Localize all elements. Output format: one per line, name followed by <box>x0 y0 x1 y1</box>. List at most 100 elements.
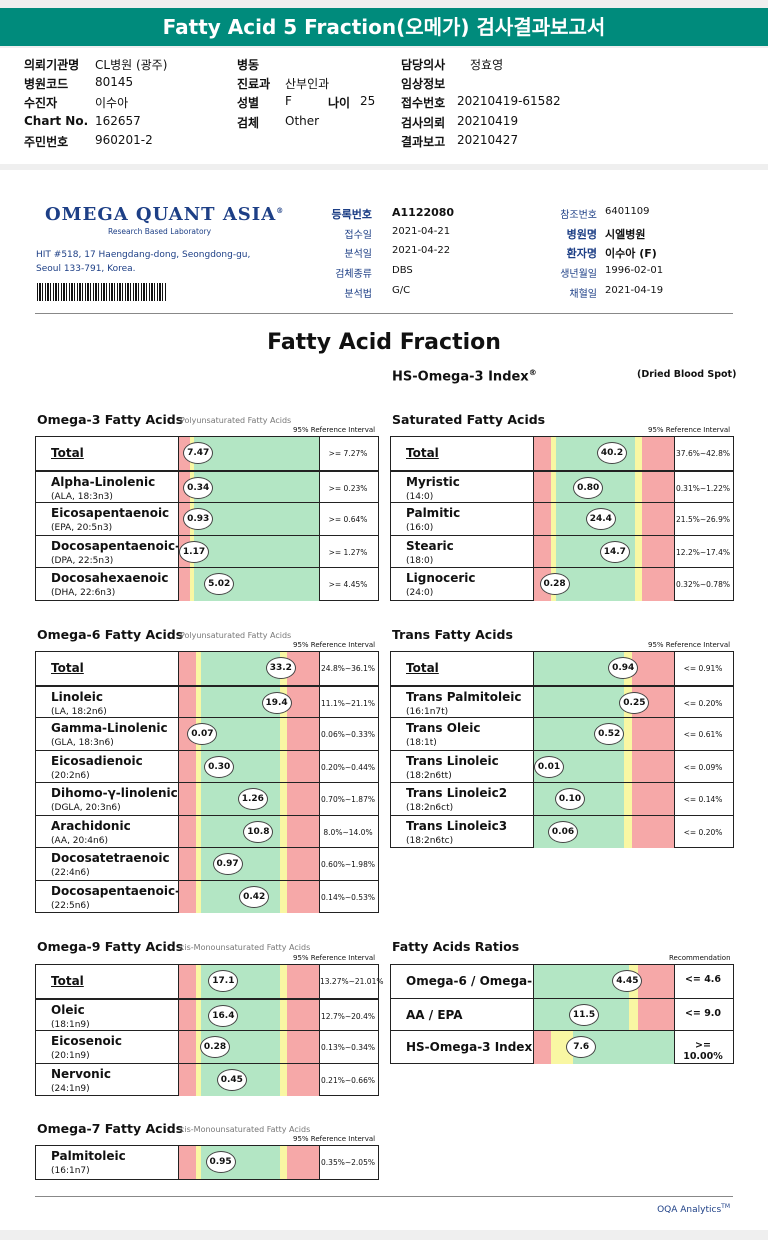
fatty-acid-table: Palmitoleic (16:1n7) 0.95 0.35%~2.05% <box>35 1145 379 1180</box>
reference-range: >= 4.45% <box>328 580 368 589</box>
reference-band-red <box>286 1031 303 1064</box>
divider <box>35 1196 733 1197</box>
acid-name: Myristic <box>406 474 460 489</box>
reference-range: 0.14%~0.53% <box>321 892 375 902</box>
reference-bar: 0.28 <box>533 568 675 601</box>
value-marker: 0.34 <box>183 476 214 499</box>
header-field-label: 등록번호 <box>331 208 372 221</box>
reference-bar: 14.7 <box>533 535 675 568</box>
reference-band-red <box>657 471 674 504</box>
info-label: 결과보고 <box>401 135 446 149</box>
reference-band-red <box>657 503 674 536</box>
report-page: OMEGA QUANT ASIA® Research Based Laborat… <box>0 170 768 1230</box>
reference-band-red <box>179 999 196 1032</box>
barcode <box>37 283 167 301</box>
value-marker: 7.47 <box>183 442 214 464</box>
header-field-label: 환자명 <box>566 247 597 260</box>
reference-band-green <box>194 503 319 536</box>
info-value: 20210419-61582 <box>457 94 561 108</box>
reference-band-yellow <box>279 999 287 1032</box>
table-row: Trans Linoleic (18:2n6tt) 0.01 <= 0.09% <box>391 749 733 783</box>
info-label: 검사의뢰 <box>401 116 446 130</box>
acid-name: Palmitoleic <box>51 1149 126 1163</box>
reference-band-red <box>534 535 551 568</box>
table-row: Trans Palmitoleic (16:1n7t) 0.25 <= 0.20% <box>391 684 733 719</box>
ratios-table: Omega-6 / Omega-3 4.45 <= 4.6 AA / EPA 11.5 <… <box>390 964 734 1064</box>
recommendation-value: <= 9.0 <box>684 1007 722 1019</box>
value-marker: 16.4 <box>208 1004 239 1027</box>
reference-band-red <box>286 783 303 816</box>
value-marker: 0.07 <box>187 723 218 745</box>
ratio-name: HS-Omega-3 Index <box>406 1040 533 1054</box>
table-row: Linoleic (LA, 18:2n6) 19.4 11.1%~21.1% <box>36 684 378 719</box>
reference-band-red <box>534 503 551 536</box>
reference-band-red <box>302 686 319 719</box>
reference-band-red <box>286 718 303 751</box>
value-marker: 0.42 <box>239 885 270 908</box>
reference-band-yellow <box>195 848 202 881</box>
reference-band-yellow <box>195 1063 202 1096</box>
reference-range: 13.27%~21.01% <box>320 977 384 986</box>
reference-band-red <box>657 437 674 470</box>
reference-bar: 10.8 <box>178 815 320 848</box>
fatty-acid-table: Total 40.2 37.6%~42.8% Myristic (14:0) 0.80 0.… <box>390 436 734 601</box>
reference-band-yellow <box>279 718 287 751</box>
reference-bar: 0.30 <box>178 750 320 783</box>
reference-band-green <box>194 471 319 504</box>
reference-band-yellow <box>195 652 202 685</box>
reference-band-red <box>632 815 674 848</box>
acid-abbreviation: (16:1n7t) <box>406 706 449 717</box>
reference-bar: 5.02 <box>178 568 320 601</box>
info-label: 나이 <box>328 96 351 110</box>
reference-band-red <box>302 880 319 913</box>
reference-interval-header: 95% Reference Interval <box>648 641 731 649</box>
info-value: 960201-2 <box>95 133 153 147</box>
reference-band-red <box>534 437 551 470</box>
reference-bar: 11.5 <box>533 998 675 1031</box>
main-title: Fatty Acid Fraction <box>267 330 501 355</box>
reference-range: <= 0.09% <box>683 762 723 772</box>
acid-name: Total <box>406 661 439 675</box>
reference-range: >= 7.27% <box>328 449 368 458</box>
header-field-value: 2021-04-21 <box>392 226 451 237</box>
reference-range: 12.7%~20.4% <box>321 1011 375 1021</box>
value-marker: 1.17 <box>179 540 209 563</box>
ratio-row: Omega-6 / Omega-3 4.45 <= 4.6 <box>391 965 733 998</box>
reference-band-yellow <box>634 471 642 504</box>
acid-name: Stearic <box>406 538 454 553</box>
reference-bar: 0.97 <box>178 848 320 881</box>
reference-band-yellow <box>634 568 642 601</box>
reference-band-red <box>657 535 674 568</box>
acid-name: Eicosadienoic <box>51 753 143 768</box>
lab-tagline: Research Based Laboratory <box>108 227 212 236</box>
acid-abbreviation: (22:5n6) <box>51 900 90 911</box>
header-field-value: 6401109 <box>605 206 650 217</box>
info-label: 의뢰기관명 <box>24 58 80 72</box>
table-row: Docosatetraenoic (22:4n6) 0.97 0.60%~1.98% <box>36 847 378 881</box>
reference-range: <= 0.14% <box>683 795 723 804</box>
reference-band-yellow <box>550 1031 574 1064</box>
acid-abbreviation: (18:1t) <box>406 738 437 748</box>
reference-band-yellow <box>279 880 287 913</box>
info-label: 검체 <box>237 116 260 130</box>
table-row: Gamma-Linolenic (GLA, 18:3n6) 0.07 0.06%~0.… <box>36 717 378 751</box>
acid-name: Total <box>406 446 439 460</box>
reference-range: 0.32%~0.78% <box>676 580 730 589</box>
acid-name: Oleic <box>51 1002 85 1017</box>
reference-band-red <box>179 815 196 848</box>
info-value: 80145 <box>95 75 134 89</box>
report-title: Fatty Acid 5 Fraction(오메가) 검사결과보고서 <box>0 8 768 46</box>
divider <box>35 313 733 314</box>
reference-band-yellow <box>634 437 642 470</box>
value-marker: 17.1 <box>208 970 239 992</box>
reference-band-red <box>302 848 319 881</box>
acid-abbreviation: (24:0) <box>406 588 434 598</box>
acid-name: Alpha-Linolenic <box>51 474 156 489</box>
reference-band-red <box>657 568 674 601</box>
header-field-label: 분석법 <box>344 289 372 300</box>
value-marker: 11.5 <box>569 1003 599 1026</box>
value-marker: 0.30 <box>204 755 235 778</box>
reference-bar: 0.34 <box>178 471 320 504</box>
reference-band-yellow <box>279 1063 287 1096</box>
header-field-label: 분석일 <box>344 249 372 260</box>
